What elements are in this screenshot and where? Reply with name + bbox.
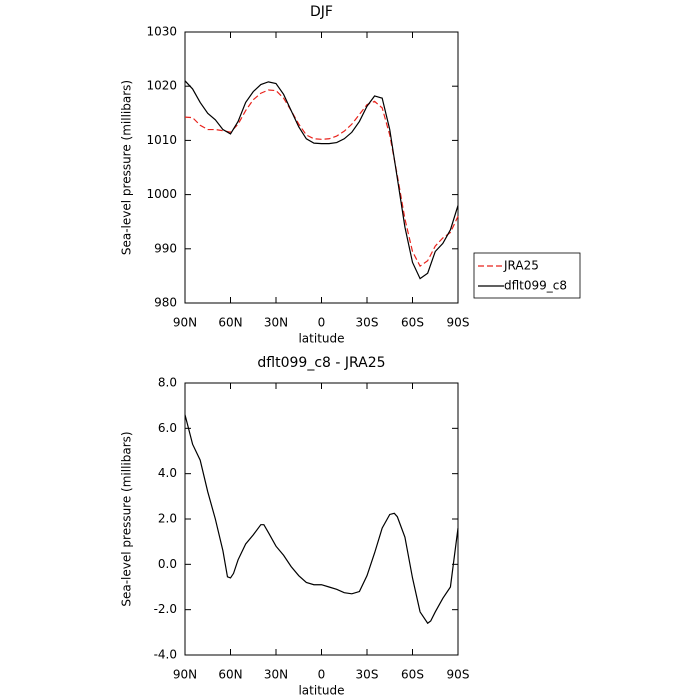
y-tick-label: 0.0 [158,557,177,571]
x-tick-label: 60N [218,316,242,330]
y-tick-label: 2.0 [158,512,177,526]
x-tick-label: 0 [318,316,326,330]
x-tick-label: 60S [401,316,424,330]
legend-label: JRA25 [503,259,539,273]
plot-frame [184,382,459,656]
x-tick-label: 0 [318,668,326,682]
y-tick-label: 8.0 [158,376,177,390]
x-axis-label: latitude [298,332,344,346]
x-tick-label: 30S [356,668,379,682]
y-tick-label: 980 [154,296,177,310]
y-tick-label: 4.0 [158,466,177,480]
legend-label: dflt099_c8 [504,279,567,293]
x-tick-label: 30N [264,668,288,682]
x-tick-label: 30N [264,316,288,330]
x-axis-label: latitude [298,684,344,698]
data-line [184,414,459,625]
y-tick-label: -4.0 [154,648,177,662]
y-tick-label: 990 [154,241,177,255]
x-tick-label: 90N [173,316,197,330]
legend-box [473,252,581,299]
x-tick-label: 90N [173,668,197,682]
y-tick-label: 1000 [146,187,177,201]
y-tick-label: 1010 [146,133,177,147]
y-tick-label: -2.0 [154,602,177,616]
y-axis-label: Sea-level pressure (millibars) [120,80,134,255]
x-tick-label: 90S [447,668,470,682]
plot-frame [184,31,459,304]
y-tick-label: 1020 [146,79,177,93]
data-line [184,89,459,268]
y-tick-label: 1030 [146,25,177,39]
y-axis-label: Sea-level pressure (millibars) [120,431,134,606]
x-tick-label: 30S [356,316,379,330]
x-tick-label: 60N [218,668,242,682]
x-tick-label: 90S [447,316,470,330]
x-tick-label: 60S [401,668,424,682]
chart-title: dflt099_c8 - JRA25 [257,355,385,371]
chart-title: DJF [310,4,333,20]
y-tick-label: 6.0 [158,421,177,435]
data-line [184,80,459,280]
